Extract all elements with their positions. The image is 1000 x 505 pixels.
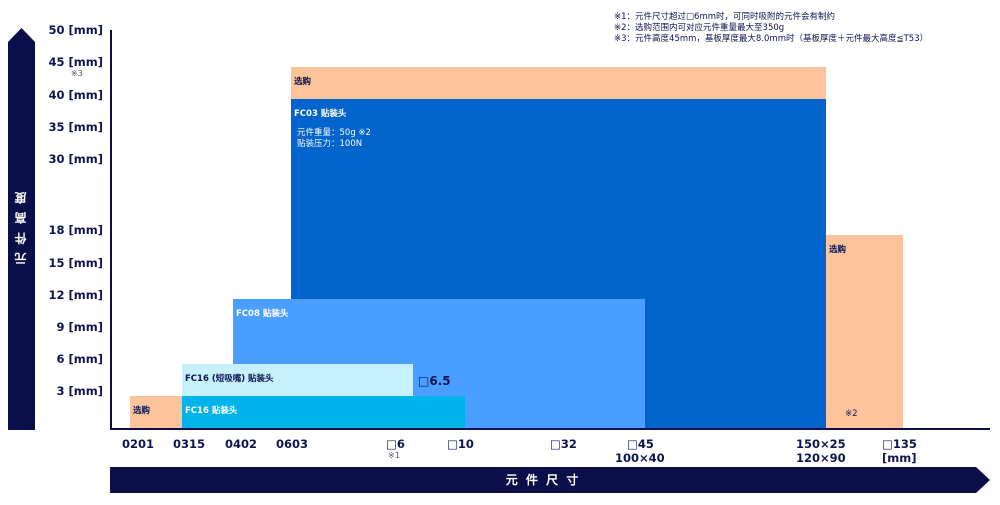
- x-tick: 0402: [225, 437, 258, 451]
- fc16-short-size: □6.5: [418, 374, 451, 388]
- y-tick: 40 [mm]: [48, 88, 104, 102]
- x-unit: [mm]: [882, 451, 917, 465]
- region-option-top: 选购: [291, 67, 826, 99]
- x-tick: 150×25: [796, 437, 846, 451]
- x-tick: □135: [882, 437, 917, 451]
- region-label: FC08 贴装头: [236, 309, 289, 319]
- x-tick: □6: [386, 437, 405, 451]
- x-note-1: ※1: [388, 451, 400, 460]
- x-tick: □10: [447, 437, 474, 451]
- region-fc16-short: FC16 (短吸嘴) 贴装头: [182, 364, 413, 396]
- note-3: ※3：元件高度45mm，基板厚度最大8.0mm时（基板厚度＋元件最大高度≦T53…: [614, 34, 929, 44]
- region-label: 选购: [133, 406, 151, 416]
- x-tick: □45: [627, 437, 654, 451]
- fc03-force: 贴装压力：100N: [297, 139, 363, 149]
- note-2: ※2：选购范围内可对应元件重量最大至350g: [614, 23, 785, 33]
- y-tick: 45 [mm]: [48, 55, 104, 69]
- x-axis-line: [110, 428, 990, 430]
- region-label: 选购: [294, 77, 312, 87]
- fc03-weight: 元件重量：50g ※2: [297, 128, 371, 138]
- y-tick: 3 [mm]: [56, 384, 103, 398]
- region-label: 选购: [829, 245, 847, 255]
- region-label: FC16 贴装头: [185, 406, 238, 416]
- y-axis-line: [110, 30, 112, 430]
- region-fc16: FC16 贴装头: [182, 396, 465, 428]
- y-tick: 12 [mm]: [48, 288, 104, 302]
- x-axis-title: 元 件 尺 寸: [505, 473, 581, 487]
- y-tick: 30 [mm]: [48, 152, 104, 166]
- region-label: FC03 贴装头: [294, 109, 347, 119]
- x-tick: 0603: [276, 437, 309, 451]
- y-tick: 6 [mm]: [56, 352, 103, 366]
- x-tick-sub: 120×90: [796, 451, 846, 465]
- y-tick: 9 [mm]: [56, 320, 103, 334]
- y-tick: 18 [mm]: [48, 223, 104, 237]
- region-note: ※2: [845, 409, 858, 419]
- y-tick: 50 [mm]: [48, 23, 104, 37]
- y-axis-arrow: [8, 28, 35, 430]
- x-tick-sub: 100×40: [615, 451, 665, 465]
- region-option-small: 选购: [130, 396, 182, 428]
- y-tick: 15 [mm]: [48, 256, 104, 270]
- note-1: ※1：元件尺寸超过□6mm时，可同时吸附的元件会有制约: [614, 12, 836, 22]
- y-tick: 35 [mm]: [48, 120, 104, 134]
- region-option-right: 选购 ※2: [826, 235, 903, 428]
- x-tick: 0201: [122, 437, 155, 451]
- x-tick: □32: [550, 437, 577, 451]
- x-tick: 0315: [173, 437, 206, 451]
- x-axis-arrow: [110, 467, 990, 493]
- y-note-3: ※3: [71, 69, 83, 78]
- y-axis-title: 元 件 高 度: [14, 190, 28, 265]
- region-label: FC16 (短吸嘴) 贴装头: [185, 374, 274, 384]
